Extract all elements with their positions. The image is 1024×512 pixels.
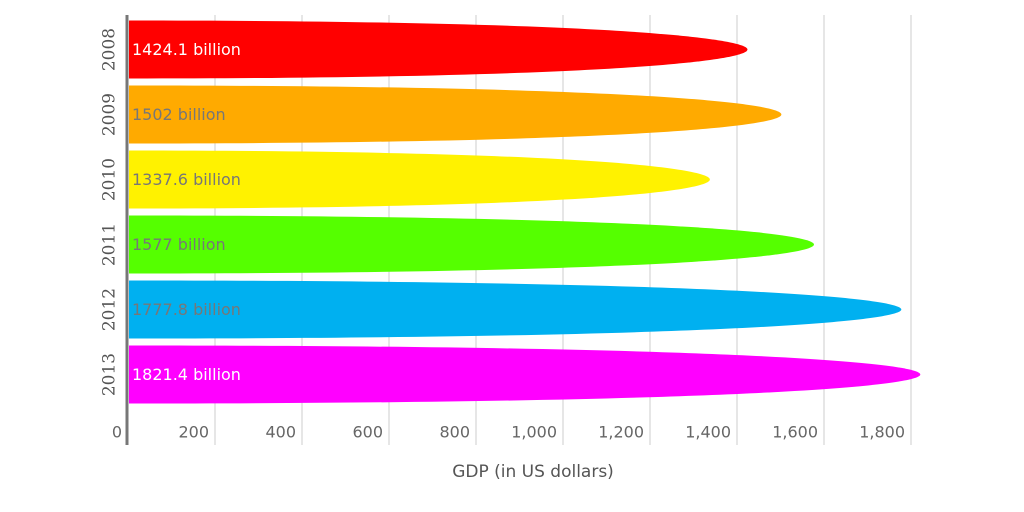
y-tick-label: 2012	[100, 288, 120, 331]
value-label: 1337.6 billion	[132, 170, 241, 189]
bar	[129, 215, 814, 274]
value-label: 1777.8 billion	[132, 300, 241, 319]
x-tick-label: 1,800	[859, 423, 905, 442]
bar	[129, 345, 921, 404]
x-axis-title: GDP (in US dollars)	[452, 462, 614, 482]
x-tick-label: 400	[265, 423, 296, 442]
y-tick-label: 2011	[100, 223, 120, 266]
x-tick-label: 200	[178, 423, 209, 442]
value-label: 1424.1 billion	[132, 40, 241, 59]
x-tick-label: 1,000	[511, 423, 557, 442]
x-tick-label: 0	[112, 423, 122, 442]
y-tick-label: 2008	[100, 28, 120, 71]
x-tick-label: 1,600	[772, 423, 818, 442]
bar	[129, 150, 710, 209]
x-tick-label: 1,200	[598, 423, 644, 442]
value-label: 1502 billion	[132, 105, 226, 124]
value-label: 1821.4 billion	[132, 365, 241, 384]
bar	[129, 20, 748, 79]
y-tick-label: 2013	[100, 353, 120, 396]
x-tick-label: 1,400	[685, 423, 731, 442]
y-tick-label: 2010	[100, 158, 120, 201]
y-tick-label: 2009	[100, 93, 120, 136]
x-tick-label: 800	[439, 423, 470, 442]
bar	[129, 280, 902, 339]
value-label: 1577 billion	[132, 235, 226, 254]
x-tick-label: 600	[352, 423, 383, 442]
bar	[129, 85, 782, 144]
